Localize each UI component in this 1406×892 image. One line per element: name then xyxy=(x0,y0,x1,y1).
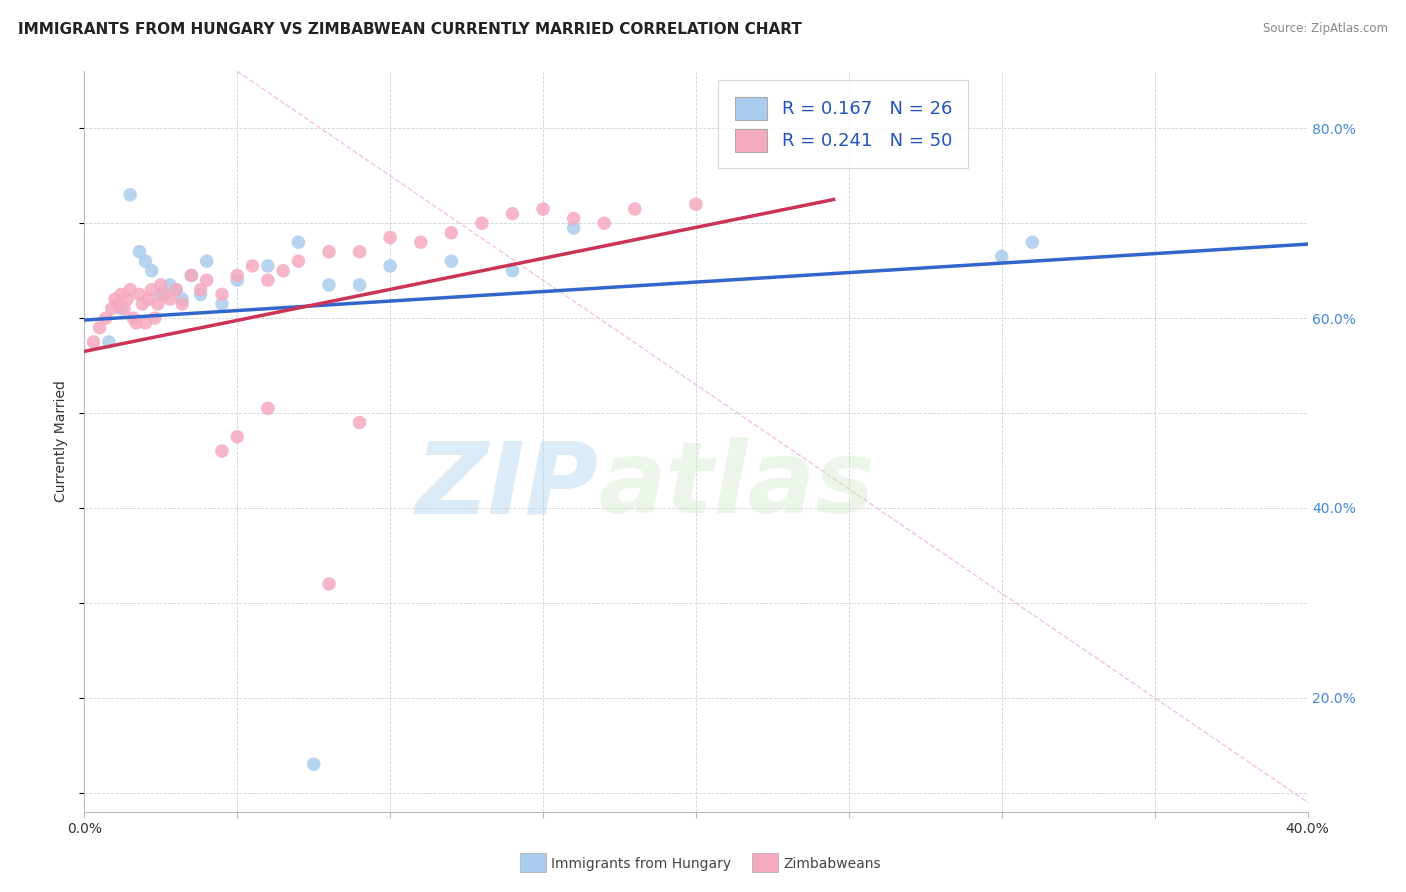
Point xyxy=(302,757,325,772)
Point xyxy=(380,230,402,244)
Point xyxy=(141,263,163,277)
Legend: R = 0.167   N = 26, R = 0.241   N = 50: R = 0.167 N = 26, R = 0.241 N = 50 xyxy=(718,80,969,169)
Point xyxy=(257,273,280,287)
Point xyxy=(380,259,402,273)
Point xyxy=(110,301,132,316)
Point xyxy=(149,287,172,301)
Point xyxy=(409,235,432,250)
Point xyxy=(242,259,264,273)
Point xyxy=(502,207,524,221)
Point xyxy=(349,244,371,259)
Point xyxy=(135,254,157,268)
Point xyxy=(146,297,169,311)
Point xyxy=(287,254,309,268)
Text: IMMIGRANTS FROM HUNGARY VS ZIMBABWEAN CURRENTLY MARRIED CORRELATION CHART: IMMIGRANTS FROM HUNGARY VS ZIMBABWEAN CU… xyxy=(18,22,803,37)
Point xyxy=(149,277,172,292)
Point xyxy=(211,444,233,458)
Point xyxy=(138,292,160,306)
Point xyxy=(165,283,187,297)
Point xyxy=(1021,235,1043,250)
Point xyxy=(685,197,707,211)
Point xyxy=(101,301,124,316)
Text: Source: ZipAtlas.com: Source: ZipAtlas.com xyxy=(1263,22,1388,36)
Point xyxy=(153,287,176,301)
Point xyxy=(226,430,249,444)
Point xyxy=(180,268,202,283)
Point xyxy=(159,277,181,292)
Point xyxy=(318,277,340,292)
Point xyxy=(110,287,132,301)
Point xyxy=(562,211,585,226)
Point xyxy=(471,216,494,230)
Point xyxy=(122,311,145,326)
Point xyxy=(257,259,280,273)
Point xyxy=(112,301,135,316)
Text: Immigrants from Hungary: Immigrants from Hungary xyxy=(551,857,731,871)
Point xyxy=(165,283,187,297)
Point xyxy=(190,287,212,301)
Point xyxy=(440,254,463,268)
Point xyxy=(624,202,647,216)
Point xyxy=(349,277,371,292)
Text: ZIP: ZIP xyxy=(415,437,598,534)
Point xyxy=(131,297,153,311)
Point xyxy=(180,268,202,283)
Point xyxy=(83,334,105,349)
Point xyxy=(128,287,150,301)
Point xyxy=(195,254,218,268)
Point xyxy=(502,263,524,277)
Point xyxy=(125,316,148,330)
Point xyxy=(318,577,340,591)
Point xyxy=(89,320,111,334)
Text: atlas: atlas xyxy=(598,437,875,534)
Point xyxy=(226,268,249,283)
Point xyxy=(257,401,280,416)
Point xyxy=(195,273,218,287)
Point xyxy=(287,235,309,250)
Point xyxy=(120,283,142,297)
Point xyxy=(141,283,163,297)
Point xyxy=(991,250,1014,264)
Point xyxy=(104,292,127,306)
Point xyxy=(97,334,120,349)
Point xyxy=(190,283,212,297)
Point xyxy=(107,297,129,311)
Y-axis label: Currently Married: Currently Married xyxy=(55,381,69,502)
Point xyxy=(531,202,554,216)
Point xyxy=(562,221,585,235)
Point xyxy=(271,263,294,277)
Point xyxy=(318,244,340,259)
Point xyxy=(349,416,371,430)
Point xyxy=(211,297,233,311)
Point xyxy=(159,292,181,306)
Text: Zimbabweans: Zimbabweans xyxy=(783,857,880,871)
Point xyxy=(172,297,194,311)
Point xyxy=(211,287,233,301)
Point xyxy=(128,244,150,259)
Point xyxy=(143,311,166,326)
Point xyxy=(226,273,249,287)
Point xyxy=(94,311,117,326)
Point xyxy=(135,316,157,330)
Point xyxy=(172,292,194,306)
Point xyxy=(593,216,616,230)
Point xyxy=(440,226,463,240)
Point xyxy=(115,292,138,306)
Point xyxy=(120,187,142,202)
